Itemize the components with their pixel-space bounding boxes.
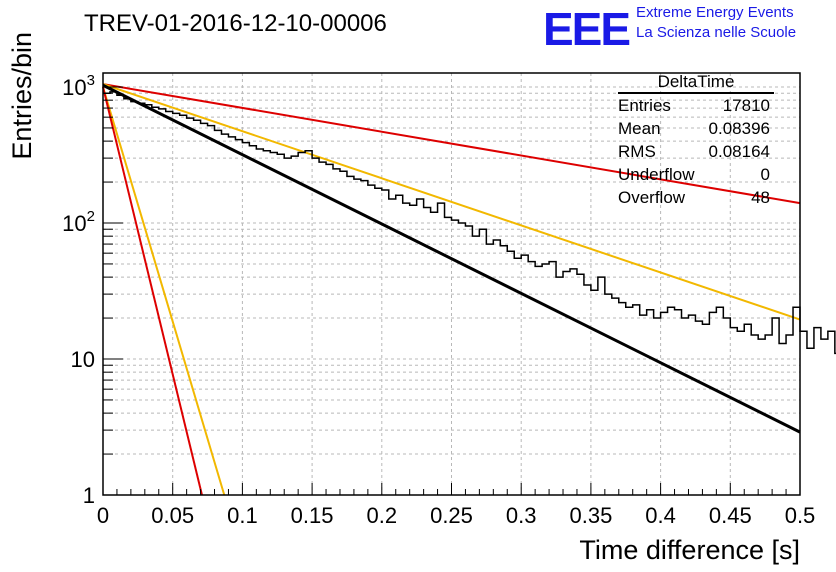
reference-line-yellow — [102, 83, 801, 321]
x-axis-label: Time difference [s] — [579, 535, 800, 565]
x-tick-label: 0.45 — [709, 503, 752, 528]
y-tick-label: 10 — [71, 347, 95, 372]
logo-line-2: La Scienza nelle Scuole — [636, 24, 797, 41]
stat-row: Mean 0.08396 — [612, 119, 778, 142]
stat-label: Entries — [618, 96, 671, 115]
stat-value: 0 — [760, 165, 770, 184]
y-axis-label: Entries/bin — [7, 32, 37, 160]
stat-label: RMS — [618, 142, 656, 161]
stat-value: 0.08396 — [708, 119, 770, 138]
reference-line-red — [102, 83, 801, 205]
y-tick-label: 102 — [62, 208, 95, 236]
fit-line — [102, 83, 801, 434]
x-tick-label: 0.05 — [151, 503, 194, 528]
reference-line-red — [102, 86, 203, 496]
y-tick-label: 103 — [62, 72, 95, 100]
stat-label: Mean — [618, 119, 661, 138]
x-tick-label: 0.35 — [569, 503, 612, 528]
x-tick-label: 0.2 — [367, 503, 398, 528]
logo-line-1: Extreme Energy Events — [636, 4, 794, 21]
stats-rows: Entries 17810 Mean 0.08396 RMS 0.08164 Underfl… — [612, 96, 778, 211]
x-tick-label: 0.3 — [506, 503, 537, 528]
stat-value: 0.08164 — [708, 142, 770, 161]
eee-logo: EEE — [543, 3, 631, 55]
x-tick-label: 0.5 — [785, 503, 816, 528]
x-tick-label: 0 — [97, 503, 109, 528]
stat-row: RMS 0.08164 — [612, 142, 778, 165]
stat-value: 17810 — [722, 96, 770, 115]
grid — [103, 73, 800, 495]
reference-line-yellow — [102, 86, 226, 496]
stat-value: 48 — [751, 188, 770, 207]
stat-row: Overflow 48 — [612, 188, 778, 211]
x-tick-label: 0.15 — [291, 503, 334, 528]
x-tick-label: 0.25 — [430, 503, 473, 528]
plot-lines — [102, 83, 801, 496]
stat-label: Overflow — [618, 188, 686, 207]
histogram — [102, 83, 836, 434]
y-tick-label: 1 — [83, 483, 95, 508]
run-title: TREV-01-2016-12-10-00006 — [84, 10, 387, 37]
histogram-outline — [103, 91, 836, 355]
stat-row: Underflow 0 — [612, 165, 778, 188]
stats-title: DeltaTime — [618, 72, 774, 94]
x-tick-label: 0.1 — [227, 503, 258, 528]
axes: 0 0.05 0.1 0.15 0.2 0.25 0.3 0.35 0.4 0.45 0.5 1 10 1… — [62, 72, 815, 528]
stat-label: Underflow — [618, 165, 695, 184]
x-tick-label: 0.4 — [645, 503, 676, 528]
stats-box: DeltaTime Entries 17810 Mean 0.08396 RMS 0.08… — [612, 72, 778, 211]
stat-row: Entries 17810 — [612, 96, 778, 119]
